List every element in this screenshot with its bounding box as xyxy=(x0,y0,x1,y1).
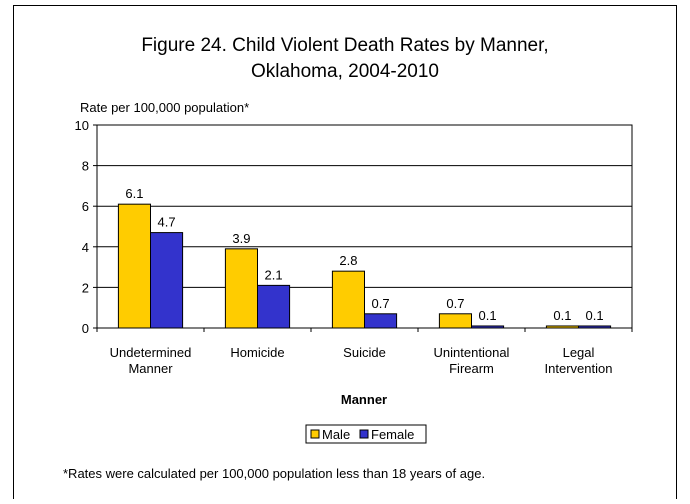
chart-title-line-2: Oklahoma, 2004-2010 xyxy=(251,61,439,82)
data-label: 0.1 xyxy=(479,308,497,323)
data-label: 0.7 xyxy=(446,296,464,311)
y-tick-label: 10 xyxy=(75,118,89,133)
data-label: 3.9 xyxy=(232,231,250,246)
bar-female-1 xyxy=(257,284,291,329)
y-tick-label: 6 xyxy=(82,199,89,214)
x-tick-label: Undetermined xyxy=(110,345,192,360)
y-axis-label: Rate per 100,000 population* xyxy=(80,100,249,115)
x-axis-label: Manner xyxy=(341,392,387,407)
legend: Male Female xyxy=(305,424,427,444)
legend-swatch-male xyxy=(310,429,320,439)
x-tick-label: Firearm xyxy=(449,361,494,376)
data-label: 2.8 xyxy=(339,253,357,268)
y-tick-label: 2 xyxy=(82,280,89,295)
y-tick-labels: 0 2 4 6 8 10 xyxy=(75,118,89,336)
x-tick-label: Homicide xyxy=(230,345,284,360)
bar-female-0 xyxy=(150,232,184,329)
data-labels: 6.1 4.7 3.9 2.1 2.8 0.7 0.7 0.1 0.1 0.1 xyxy=(125,186,603,323)
figure-border xyxy=(13,5,677,499)
data-label: 6.1 xyxy=(125,186,143,201)
y-tick-label: 8 xyxy=(82,159,89,174)
data-label: 0.1 xyxy=(553,308,571,323)
legend-label-female: Female xyxy=(371,427,414,442)
footnote: *Rates were calculated per 100,000 popul… xyxy=(63,466,485,481)
legend-label-male: Male xyxy=(322,427,350,442)
data-label: 2.1 xyxy=(265,267,283,282)
x-tick-label: Intervention xyxy=(545,361,613,376)
y-tick-label: 0 xyxy=(82,321,89,336)
plot-area-border xyxy=(96,124,633,329)
x-tick-label: Unintentional xyxy=(434,345,510,360)
bar-male-0 xyxy=(117,203,151,329)
y-tick-label: 4 xyxy=(82,240,89,255)
legend-swatch-female xyxy=(359,429,369,439)
x-tick-label: Suicide xyxy=(343,345,386,360)
data-label: 0.7 xyxy=(372,296,390,311)
x-tick-label: Legal xyxy=(563,345,595,360)
bars xyxy=(117,203,612,329)
data-label: 0.1 xyxy=(586,308,604,323)
data-label: 4.7 xyxy=(158,215,176,230)
x-tick-label: Manner xyxy=(128,361,173,376)
chart-title-line-1: Figure 24. Child Violent Death Rates by … xyxy=(141,35,548,56)
